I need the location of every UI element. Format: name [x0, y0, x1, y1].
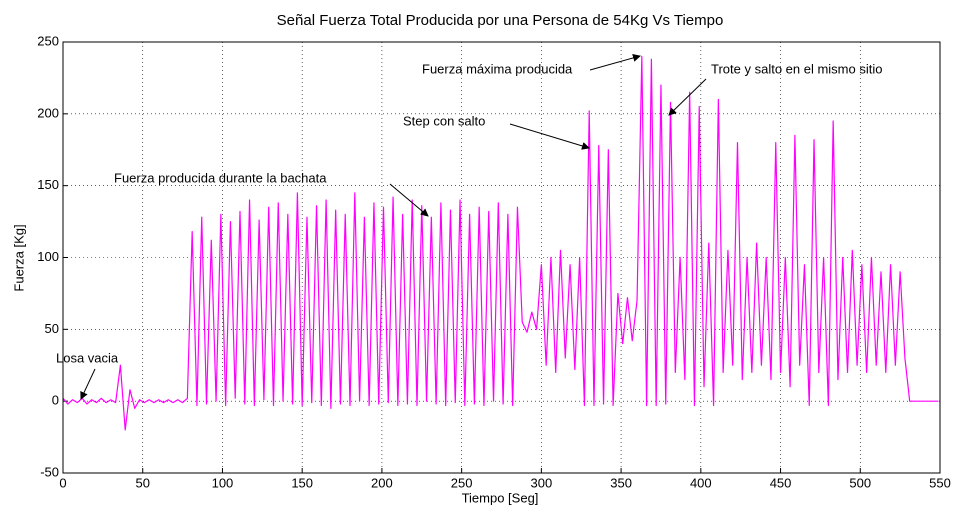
- data-line: [62, 55, 939, 431]
- y-tick-label: 150: [37, 177, 59, 192]
- arrow: [389, 183, 429, 217]
- plot: 0 50 100 150 200 250 300 350 400 450 500 550-500501…: [37, 33, 951, 490]
- x-tick-label: 250: [451, 475, 473, 490]
- arrow: [509, 123, 590, 150]
- y-tick-label: 0: [52, 393, 59, 408]
- x-tick-label: 100: [212, 475, 234, 490]
- x-tick-label: 200: [371, 475, 393, 490]
- x-tick-label: 350: [610, 475, 632, 490]
- arrow: [80, 368, 96, 400]
- annotation: Losa vacia: [56, 350, 119, 365]
- annotation: Fuerza producida durante la bachata: [114, 170, 327, 185]
- x-axis-label: Tiempo [Seg]: [462, 490, 539, 505]
- annotations: Losa vacia Fuerza producida durante la b…: [56, 54, 882, 400]
- arrow: [668, 78, 707, 116]
- x-tick-label: 450: [770, 475, 792, 490]
- x-tick-label: 400: [690, 475, 712, 490]
- plot-frame: [62, 41, 941, 474]
- y-tick-label: 200: [37, 105, 59, 120]
- x-tick-label: 500: [849, 475, 871, 490]
- x-tick-label: 50: [135, 475, 149, 490]
- y-tick-label: 100: [37, 249, 59, 264]
- y-tick-label: 50: [45, 321, 59, 336]
- x-tick-label: 150: [291, 475, 313, 490]
- arrow: [589, 54, 641, 71]
- chart-title: Señal Fuerza Total Producida por una Per…: [277, 12, 724, 29]
- annotation: Trote y salto en el mismo sitio: [711, 61, 882, 76]
- x-tick-label: 550: [929, 475, 951, 490]
- x-tick-label: 300: [531, 475, 553, 490]
- annotation: Step con salto: [403, 113, 485, 128]
- y-axis-label: Fuerza [Kg]: [11, 224, 26, 291]
- y-tick-label: -50: [40, 464, 59, 479]
- y-tick-label: 250: [37, 33, 59, 48]
- x-tick-label: 0: [59, 475, 66, 490]
- annotation: Fuerza máxima producida: [422, 61, 573, 76]
